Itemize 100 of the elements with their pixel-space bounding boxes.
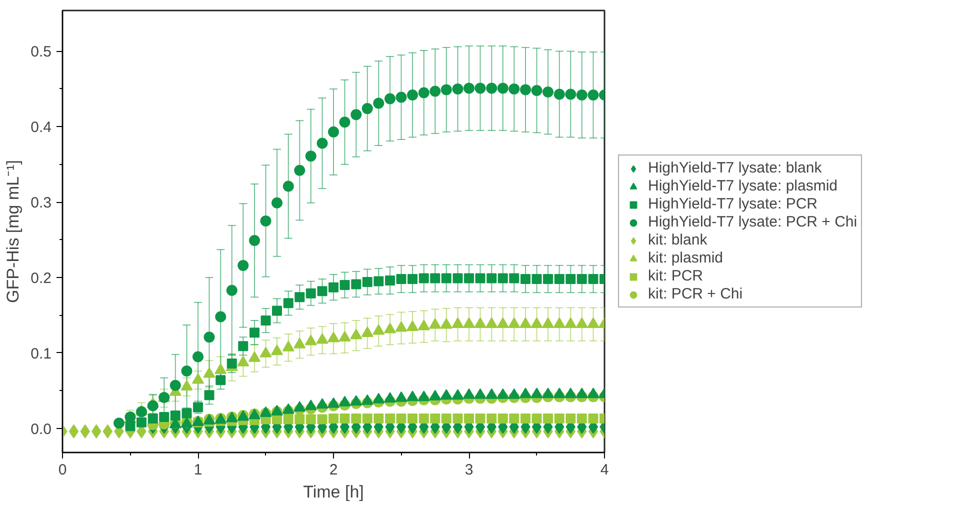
point	[328, 397, 340, 408]
point	[294, 338, 306, 348]
point	[328, 332, 340, 342]
point	[407, 274, 418, 284]
point	[282, 340, 294, 352]
point	[406, 390, 418, 402]
y-tick-label: 0.3	[30, 194, 52, 212]
point	[542, 388, 554, 398]
point	[418, 87, 430, 98]
point	[452, 389, 464, 400]
point	[294, 292, 305, 302]
point	[496, 388, 509, 399]
point	[496, 317, 509, 328]
point	[170, 410, 180, 421]
legend-label: kit: plasmid	[648, 250, 724, 266]
point	[418, 414, 429, 424]
point	[564, 388, 577, 398]
point	[316, 398, 328, 409]
point	[520, 414, 531, 424]
point	[532, 274, 542, 284]
point	[396, 274, 406, 284]
y-tick-label: 0.1	[30, 345, 52, 362]
point	[508, 83, 520, 94]
point	[554, 88, 565, 100]
point	[350, 395, 362, 406]
point	[271, 197, 282, 208]
point	[238, 260, 249, 271]
point	[429, 390, 442, 400]
point	[306, 414, 316, 424]
point	[430, 414, 440, 424]
point	[204, 332, 215, 343]
point	[542, 86, 554, 98]
point	[576, 89, 588, 100]
point	[440, 318, 452, 329]
point	[68, 424, 79, 438]
point	[340, 280, 350, 290]
point	[474, 388, 486, 399]
point	[304, 334, 317, 346]
point	[305, 150, 316, 162]
point	[249, 235, 260, 246]
point	[316, 138, 328, 149]
point	[384, 93, 396, 104]
point	[362, 414, 372, 424]
legend-label: HighYield-T7 lysate: blank	[648, 160, 822, 176]
point	[181, 366, 192, 377]
point	[429, 318, 442, 329]
point	[554, 414, 564, 424]
point	[372, 324, 385, 335]
point	[238, 341, 248, 352]
point	[340, 414, 350, 424]
point	[306, 288, 316, 298]
point	[542, 274, 553, 284]
point	[395, 391, 408, 402]
point	[441, 414, 452, 424]
point	[464, 414, 474, 424]
point	[216, 375, 226, 386]
point	[362, 103, 373, 114]
point	[475, 414, 486, 424]
point	[215, 311, 226, 322]
point	[339, 116, 350, 128]
point	[148, 414, 158, 424]
point	[374, 276, 384, 286]
point	[385, 414, 396, 424]
point	[441, 273, 452, 284]
point	[396, 414, 406, 424]
point	[554, 274, 564, 284]
y-tick-label: 0.5	[30, 44, 52, 61]
point	[509, 273, 520, 284]
point	[532, 414, 542, 424]
point	[520, 274, 531, 284]
point	[328, 126, 339, 138]
point	[192, 351, 204, 362]
point	[498, 414, 508, 424]
point	[588, 274, 598, 284]
point	[497, 82, 508, 94]
point	[203, 367, 216, 378]
point	[553, 317, 566, 328]
point	[373, 98, 384, 109]
point	[486, 414, 497, 424]
point	[418, 320, 430, 330]
point	[180, 380, 193, 391]
y-tick-label: 0.0	[30, 420, 52, 438]
point	[294, 401, 306, 412]
point	[226, 358, 237, 368]
x-tick-label: 4	[600, 462, 609, 478]
point	[530, 388, 543, 398]
point	[452, 273, 463, 284]
point	[125, 421, 136, 432]
point	[395, 321, 408, 332]
point	[338, 331, 351, 342]
point	[350, 328, 362, 340]
point	[566, 274, 576, 284]
point	[508, 388, 520, 399]
point	[464, 273, 474, 284]
point	[530, 317, 543, 328]
point	[553, 388, 566, 398]
point	[361, 394, 374, 405]
point	[159, 412, 170, 422]
legend-label: HighYield-T7 lysate: PCR	[648, 196, 818, 212]
x-axis-title: Time [h]	[303, 482, 364, 502]
